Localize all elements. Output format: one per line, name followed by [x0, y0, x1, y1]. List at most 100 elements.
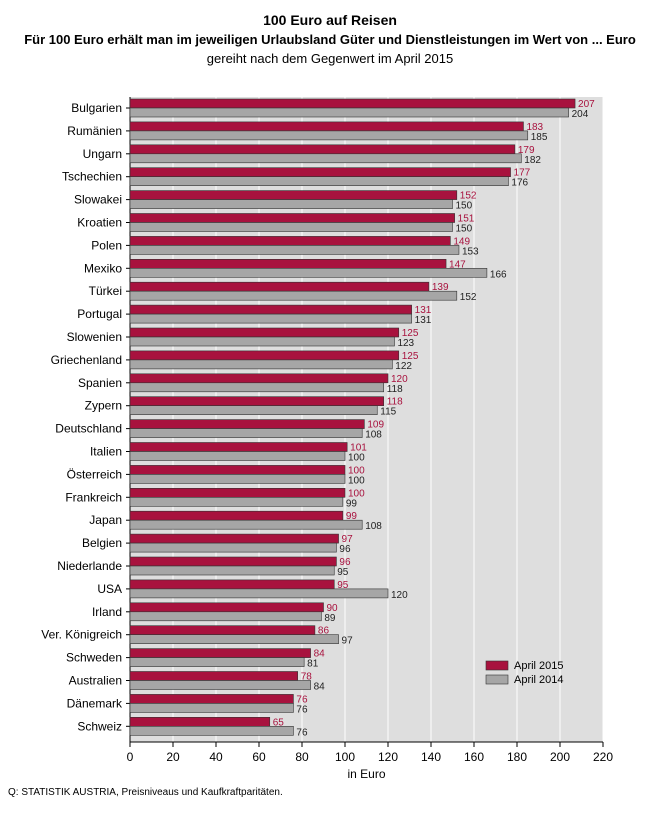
bar-april-2015 — [129, 556, 337, 567]
bar-april-2015 — [129, 98, 576, 109]
bar-april-2014 — [129, 474, 346, 484]
category-label: Dänemark — [67, 696, 123, 710]
value-label-april-2014: 76 — [296, 727, 308, 738]
value-label-april-2014: 100 — [348, 475, 365, 486]
bar-april-2014 — [129, 451, 346, 461]
x-tick-label: 100 — [335, 750, 355, 764]
value-label-april-2015: 90 — [327, 603, 339, 614]
x-tick-label: 40 — [209, 750, 223, 764]
bar-april-2015 — [129, 510, 344, 521]
category-label: Mexiko — [84, 261, 122, 275]
bar-april-2014 — [129, 382, 384, 393]
category-label: Bulgarien — [71, 101, 122, 115]
x-tick-label: 220 — [593, 750, 613, 764]
category-label: Polen — [91, 238, 122, 252]
bar-april-2014 — [129, 130, 529, 141]
value-label-april-2015: 99 — [346, 511, 358, 522]
value-label-april-2015: 84 — [314, 649, 326, 660]
value-label-april-2015: 96 — [339, 557, 351, 568]
value-label-april-2014: 153 — [462, 246, 479, 257]
bar-april-2014 — [129, 657, 305, 667]
bar-april-2015 — [129, 533, 339, 544]
category-label: Spanien — [78, 376, 122, 390]
x-tick-label: 200 — [550, 750, 570, 764]
bar-april-2014 — [129, 680, 311, 690]
bar-april-2014 — [129, 336, 395, 347]
value-label-april-2015: 101 — [350, 443, 367, 454]
x-tick-label: 80 — [295, 750, 309, 764]
category-label: Rumänien — [67, 124, 122, 138]
category-label: Slowakei — [74, 193, 122, 207]
value-label-april-2014: 115 — [380, 407, 396, 418]
value-label-april-2014: 96 — [339, 544, 351, 555]
bar-april-2015 — [129, 167, 511, 177]
value-label-april-2015: 125 — [402, 351, 419, 362]
category-label: Portugal — [77, 307, 122, 321]
bar-april-2015 — [129, 144, 516, 155]
category-label: Deutschland — [55, 422, 122, 436]
value-label-april-2014: 81 — [307, 659, 319, 670]
value-label-april-2014: 185 — [531, 132, 548, 143]
value-label-april-2015: 97 — [342, 534, 354, 545]
value-label-april-2014: 176 — [511, 178, 528, 189]
value-label-april-2014: 150 — [456, 224, 473, 235]
value-label-april-2015: 183 — [526, 122, 543, 133]
category-label: Frankreich — [65, 490, 122, 504]
chart-subtitle-ranking: gereiht nach dem Gegenwert im April 2015 — [206, 51, 454, 66]
bar-april-2014 — [129, 519, 363, 530]
bar-april-2014 — [129, 405, 378, 416]
category-label: Österreich — [67, 467, 122, 481]
value-label-april-2014: 204 — [572, 109, 589, 120]
bar-april-2015 — [129, 419, 365, 429]
value-label-april-2014: 84 — [314, 682, 326, 693]
value-label-april-2014: 108 — [365, 521, 382, 532]
value-label-april-2015: 147 — [449, 259, 466, 270]
category-label: Japan — [89, 513, 122, 527]
bar-april-2015 — [129, 625, 316, 636]
value-label-april-2014: 100 — [348, 453, 365, 464]
category-label: Irland — [92, 605, 122, 619]
bar-april-2014 — [129, 153, 522, 164]
bar-april-2014 — [129, 359, 393, 370]
bar-april-2015 — [129, 694, 294, 704]
legend-swatch — [485, 660, 509, 671]
value-label-april-2015: 95 — [337, 580, 349, 591]
value-label-april-2015: 118 — [387, 397, 403, 408]
bar-april-2015 — [129, 304, 412, 315]
x-tick-label: 120 — [378, 750, 398, 764]
value-label-april-2014: 166 — [490, 269, 507, 280]
category-label: Ver. Königreich — [41, 628, 122, 642]
value-label-april-2014: 150 — [456, 201, 473, 212]
category-label: Belgien — [82, 536, 122, 550]
bar-april-2014 — [129, 428, 363, 438]
value-label-april-2015: 86 — [318, 626, 330, 637]
value-label-april-2015: 100 — [348, 465, 365, 476]
bar-april-2014 — [129, 588, 389, 599]
value-label-april-2015: 177 — [514, 168, 531, 179]
bar-april-2015 — [129, 465, 346, 475]
bar-april-2014 — [129, 611, 322, 622]
category-label: Türkei — [89, 284, 122, 298]
bar-april-2015 — [129, 190, 458, 200]
value-label-april-2015: 179 — [518, 145, 535, 156]
value-label-april-2015: 109 — [367, 420, 384, 431]
bar-april-2015 — [129, 487, 346, 498]
value-label-april-2015: 151 — [458, 214, 475, 225]
bar-april-2015 — [129, 281, 430, 292]
x-tick-label: 140 — [421, 750, 441, 764]
category-label: Australien — [69, 674, 122, 688]
bar-april-2014 — [129, 107, 569, 118]
value-label-april-2014: 131 — [415, 315, 432, 326]
x-tick-label: 60 — [252, 750, 266, 764]
bar-april-2014 — [129, 267, 488, 278]
bar-april-2015 — [129, 213, 455, 223]
x-tick-label: 0 — [127, 750, 134, 764]
legend-label: April 2014 — [514, 674, 564, 686]
chart-title: 100 Euro auf Reisen — [263, 12, 397, 28]
category-label: Schweden — [66, 651, 122, 665]
value-label-april-2014: 152 — [460, 292, 477, 303]
bar-april-2014 — [129, 634, 339, 645]
source-note: Q: STATISTIK AUSTRIA, Preisniveaus und K… — [8, 787, 283, 798]
bar-april-2014 — [129, 703, 294, 713]
